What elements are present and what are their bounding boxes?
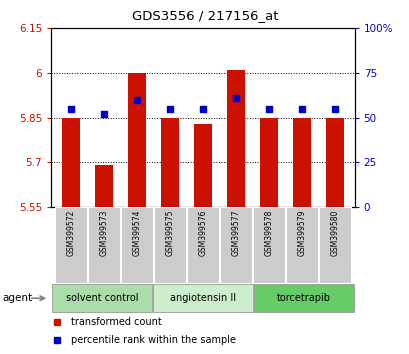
Text: percentile rank within the sample: percentile rank within the sample — [71, 335, 236, 345]
Text: GSM399580: GSM399580 — [330, 209, 339, 256]
Bar — [193, 124, 211, 207]
Point — [199, 106, 206, 112]
Bar — [187, 207, 218, 283]
Point — [133, 97, 140, 103]
Point — [166, 106, 173, 112]
Text: GSM399575: GSM399575 — [165, 209, 174, 256]
Bar — [319, 207, 350, 283]
Text: GSM399579: GSM399579 — [297, 209, 306, 256]
Text: GSM399574: GSM399574 — [132, 209, 141, 256]
Point — [67, 106, 74, 112]
Bar — [62, 118, 80, 207]
Text: GSM399578: GSM399578 — [264, 209, 273, 256]
Text: GSM399576: GSM399576 — [198, 209, 207, 256]
Text: GSM399573: GSM399573 — [99, 209, 108, 256]
Bar — [160, 118, 179, 207]
Bar — [220, 207, 251, 283]
Bar — [325, 118, 343, 207]
Bar — [121, 207, 152, 283]
Bar — [153, 284, 252, 312]
Point — [331, 106, 337, 112]
Bar — [292, 118, 310, 207]
Text: angiotensin II: angiotensin II — [169, 293, 236, 303]
Bar — [254, 284, 353, 312]
Bar — [128, 73, 146, 207]
Bar — [259, 118, 277, 207]
Bar — [226, 70, 245, 207]
Point — [265, 106, 272, 112]
Bar — [95, 165, 113, 207]
Point — [101, 111, 107, 117]
Bar — [55, 207, 86, 283]
Text: transformed count: transformed count — [71, 317, 161, 327]
Point — [232, 95, 238, 101]
Text: GSM399577: GSM399577 — [231, 209, 240, 256]
Bar — [285, 207, 317, 283]
Text: torcetrapib: torcetrapib — [276, 293, 330, 303]
Bar — [154, 207, 185, 283]
Bar — [253, 207, 284, 283]
Point — [298, 106, 304, 112]
Bar — [52, 284, 151, 312]
Text: solvent control: solvent control — [65, 293, 138, 303]
Bar — [88, 207, 119, 283]
Text: GDS3556 / 217156_at: GDS3556 / 217156_at — [131, 9, 278, 22]
Text: GSM399572: GSM399572 — [66, 209, 75, 256]
Text: agent: agent — [2, 293, 32, 303]
